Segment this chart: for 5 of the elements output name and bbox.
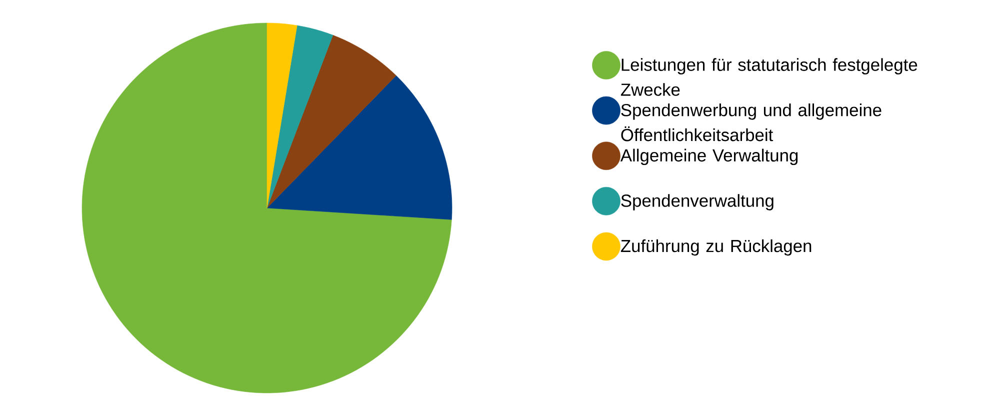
legend-label: Allgemeine Verwaltung xyxy=(620,148,798,166)
legend-label: Leistungen für statutarisch festgelegte Zwecke xyxy=(620,58,918,96)
legend-label: Spendenwerbung und allgemeine Öffentlichkeitsarbeit xyxy=(621,103,882,142)
legend-label: Zuführung zu Rücklagen xyxy=(620,239,812,256)
legend-label: Spendenverwaltung xyxy=(621,194,774,210)
